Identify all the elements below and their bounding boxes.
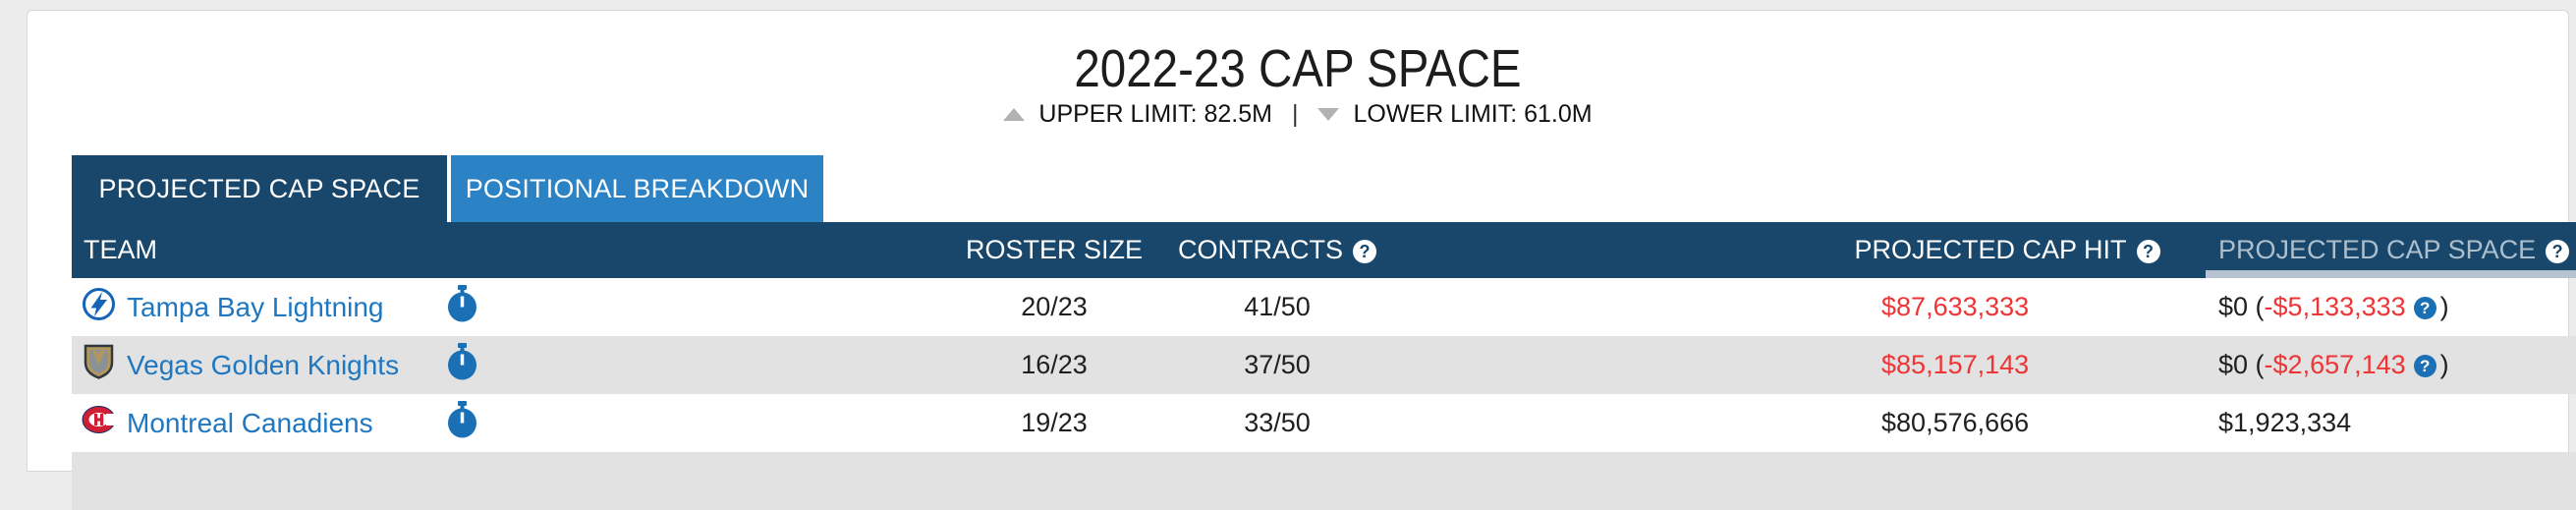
lower-limit-arrow-icon <box>1317 108 1340 122</box>
projected-cap-hit-value: $85,157,143 <box>1845 336 2170 394</box>
projected-cap-hit-value: $87,633,333 <box>1881 292 2030 321</box>
tab-bar: PROJECTED CAP SPACE POSITIONAL BREAKDOWN <box>72 155 823 222</box>
team-link[interactable]: Vegas Golden Knights <box>127 349 400 380</box>
overage-help-icon[interactable]: ? <box>2413 355 2436 378</box>
upper-limit-arrow-icon <box>1003 108 1026 122</box>
stopwatch-icon[interactable] <box>447 343 477 387</box>
cap-space-card: 2022-23 CAP SPACE UPPER LIMIT: 82.5M | L… <box>27 10 2576 510</box>
montreal-canadiens-logo <box>82 406 116 440</box>
table-row-partial <box>72 452 2576 510</box>
vegas-golden-knights-logo <box>83 344 115 386</box>
roster-size-value: 16/23 <box>936 336 1173 394</box>
contracts-value: 37/50 <box>1172 336 1383 394</box>
limits-separator: | <box>1291 100 1299 129</box>
projected-cap-hit-value: $80,576,666 <box>1881 408 2030 437</box>
page-title: 2022-23 CAP SPACE <box>1074 39 1522 98</box>
table-row: Vegas Golden Knights 16/23 37/50 <box>72 336 2576 394</box>
column-header-team[interactable]: TEAM <box>72 222 937 278</box>
projected-cap-space-value: $0 (-$2,657,143?) <box>2169 336 2576 394</box>
column-header-projected-cap-hit[interactable]: PROJECTED CAP HIT? <box>1845 222 2170 278</box>
team-link[interactable]: Montreal Canadiens <box>127 407 373 438</box>
tampa-bay-lightning-logo <box>82 287 116 328</box>
projected-cap-space-value: $1,923,334 <box>2218 408 2352 437</box>
table-row: Montreal Canadiens 19/23 33/50 <box>72 394 2576 452</box>
overage-help-icon[interactable]: ? <box>2413 297 2436 320</box>
column-header-projected-cap-space[interactable]: PROJECTED CAP SPACE? <box>2169 222 2576 278</box>
cap-limits-line: UPPER LIMIT: 82.5M | LOWER LIMIT: 61.0M <box>28 100 2568 129</box>
stopwatch-icon[interactable] <box>447 285 477 329</box>
cap-space-table: TEAM ROSTER SIZE CONTRACTS? PROJECTED CA… <box>72 222 2576 510</box>
cap-space-help-icon[interactable]: ? <box>2546 239 2570 263</box>
roster-size-value: 20/23 <box>1021 292 1088 321</box>
tab-projected-cap-space[interactable]: PROJECTED CAP SPACE <box>72 155 447 222</box>
roster-size-value: 19/23 <box>1021 408 1088 437</box>
stopwatch-icon[interactable] <box>447 401 477 445</box>
contracts-help-icon[interactable]: ? <box>1353 239 1377 263</box>
lower-limit-label: LOWER LIMIT: 61.0M <box>1353 100 1593 129</box>
team-link[interactable]: Tampa Bay Lightning <box>127 291 384 322</box>
column-header-spacer <box>1382 222 1846 278</box>
table-row: Tampa Bay Lightning 20/23 41/50 <box>72 278 2576 336</box>
cap-hit-help-icon[interactable]: ? <box>2136 239 2160 263</box>
column-header-roster-size[interactable]: ROSTER SIZE <box>936 222 1173 278</box>
contracts-value: 41/50 <box>1244 292 1311 321</box>
upper-limit-label: UPPER LIMIT: 82.5M <box>1038 100 1272 129</box>
tab-positional-breakdown[interactable]: POSITIONAL BREAKDOWN <box>451 155 823 222</box>
projected-cap-space-value: $0 (-$5,133,333?) <box>2218 292 2449 321</box>
contracts-value: 33/50 <box>1244 408 1311 437</box>
column-header-contracts[interactable]: CONTRACTS? <box>1172 222 1383 278</box>
table-header-row: TEAM ROSTER SIZE CONTRACTS? PROJECTED CA… <box>72 222 2576 278</box>
